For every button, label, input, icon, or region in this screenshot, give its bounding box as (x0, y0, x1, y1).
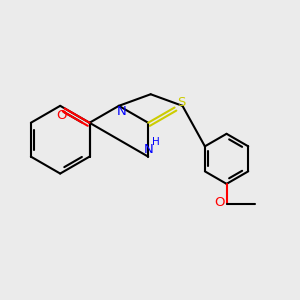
Text: N: N (143, 143, 153, 156)
Text: H: H (152, 137, 159, 148)
Text: O: O (56, 109, 67, 122)
Text: N: N (117, 105, 127, 118)
Text: O: O (214, 196, 224, 209)
Text: S: S (177, 96, 185, 109)
